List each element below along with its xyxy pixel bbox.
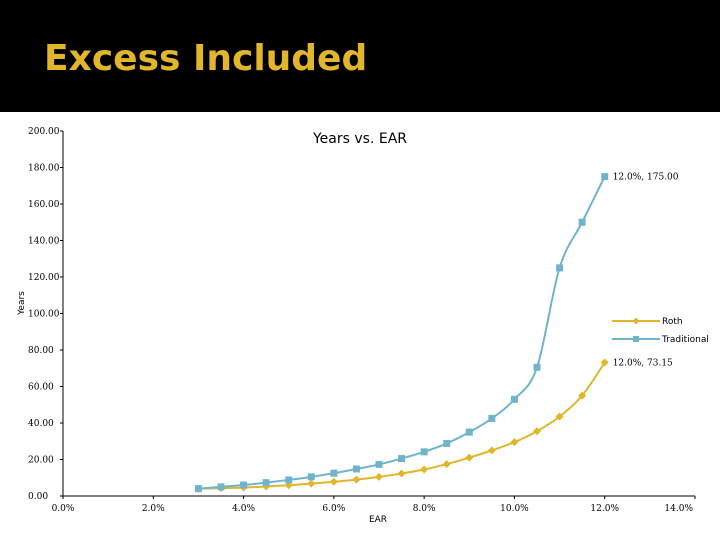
y-tick-label: 100.00 <box>28 310 60 320</box>
roth-point <box>510 438 519 447</box>
roth-point <box>465 453 474 462</box>
x-tick-label: 12.0% <box>590 504 619 514</box>
traditional-point <box>465 428 473 436</box>
traditional-point <box>488 414 496 422</box>
y-tick-label: 60.00 <box>28 383 54 393</box>
y-tick-label: 140.00 <box>28 237 60 247</box>
x-tick-label: 14.0% <box>664 504 693 514</box>
traditional-point <box>285 476 293 484</box>
x-tick-label: 0.0% <box>52 504 75 514</box>
roth-point <box>578 391 587 400</box>
traditional-point <box>533 363 541 371</box>
x-tick-label: 10.0% <box>500 504 529 514</box>
title-band <box>0 0 720 112</box>
traditional-line <box>198 176 606 490</box>
x-tick-label: 6.0% <box>322 504 345 514</box>
roth-point <box>533 427 541 436</box>
axes <box>60 130 696 499</box>
y-tick-label: 0.00 <box>28 492 48 502</box>
x-tick-labels: 0.0% 2.0% 4.0% 6.0% 8.0% 10.0% 12.0% 14.0% <box>52 504 694 514</box>
y-tick-label: 120.00 <box>28 273 60 283</box>
traditional-point <box>556 264 564 272</box>
traditional-point <box>262 479 270 487</box>
legend-traditional-label: Traditional <box>661 335 709 345</box>
y-tick-label: 160.00 <box>28 200 60 210</box>
traditional-point <box>420 448 428 456</box>
roth-point <box>375 472 383 481</box>
legend: Roth Traditional <box>612 317 709 345</box>
y-tick-labels: 0.00 20.00 40.00 60.00 80.00 100.00 120.00 140.… <box>28 127 60 502</box>
y-tick-label: 180.00 <box>28 164 60 174</box>
roth-point <box>352 475 361 484</box>
x-tick-label: 4.0% <box>232 504 255 514</box>
legend-roth-marker <box>632 317 640 325</box>
traditional-point <box>398 455 406 463</box>
y-tick-label: 80.00 <box>28 346 54 356</box>
series-markers <box>194 173 609 493</box>
traditional-data-label: 12.0%, 175.00 <box>613 173 679 183</box>
traditional-point <box>578 218 586 226</box>
slide-title: Excess Included <box>44 38 368 79</box>
legend-traditional-marker <box>633 336 639 342</box>
roth-point <box>600 358 609 367</box>
roth-data-label: 12.0%, 73.15 <box>613 359 673 369</box>
traditional-point <box>240 481 248 489</box>
roth-point <box>420 465 429 474</box>
traditional-point <box>217 483 225 491</box>
data-annotations: 12.0%, 175.00 12.0%, 73.15 <box>613 173 679 369</box>
roth-point <box>487 446 496 455</box>
x-tick-label: 2.0% <box>142 504 165 514</box>
y-tick-label: 40.00 <box>28 419 54 429</box>
x-tick-label: 8.0% <box>413 504 436 514</box>
legend-roth-label: Roth <box>662 317 683 327</box>
x-axis-label: EAR <box>369 515 387 525</box>
y-axis-label: Years <box>17 291 27 316</box>
traditional-point <box>601 173 609 181</box>
series-lines <box>198 176 606 490</box>
chart-title: Years vs. EAR <box>312 131 407 147</box>
roth-point <box>397 469 406 478</box>
traditional-point <box>375 460 383 468</box>
y-tick-label: 200.00 <box>28 127 60 137</box>
y-tick-label: 20.00 <box>28 456 54 466</box>
traditional-point <box>330 469 338 477</box>
roth-point <box>329 477 338 486</box>
traditional-point <box>194 485 202 493</box>
roth-point <box>442 460 451 469</box>
traditional-point <box>510 395 518 403</box>
roth-point <box>555 412 564 421</box>
traditional-point <box>352 465 360 473</box>
traditional-point <box>307 473 315 481</box>
traditional-point <box>443 439 451 447</box>
roth-point <box>307 479 316 488</box>
